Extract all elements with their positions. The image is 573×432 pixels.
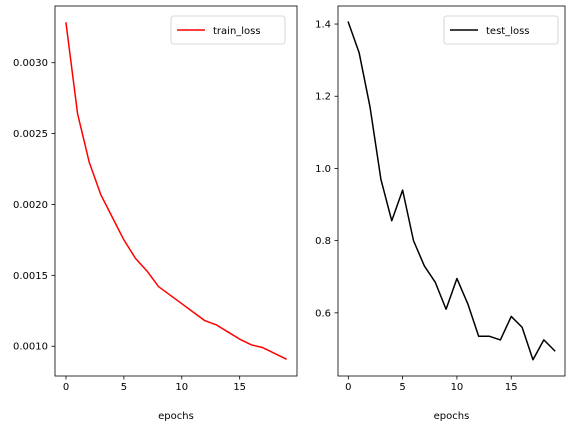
chart-1-x-tick-label: 15	[505, 382, 518, 393]
chart-0-x-tick-label: 15	[233, 382, 246, 393]
chart-0-x-tick-label: 5	[121, 382, 127, 393]
chart-0-y-tick-label: 0.0030	[13, 58, 48, 69]
chart-1-y-tick-label: 1.4	[315, 20, 331, 31]
chart-0-legend-box	[170, 15, 286, 45]
chart-0-y-tick-label: 0.0010	[13, 342, 48, 353]
chart-1-axes-frame	[337, 5, 566, 377]
chart-1-series-line-0	[347, 21, 556, 361]
chart-1-y-tick-label: 0.8	[315, 236, 331, 247]
chart-0-y-tick-label: 0.0025	[13, 129, 48, 140]
chart-0-legend: train_loss	[170, 15, 286, 45]
chart-1-x-tick-label: 10	[451, 382, 464, 393]
train-loss-panel: 0 5 10 15 0.0010 0.0015 0.0020 0.0025 0.0030 epoc…	[13, 5, 298, 422]
chart-1-x-tick-label: 5	[399, 382, 405, 393]
chart-1-y-tick-label: 0.6	[315, 308, 331, 319]
chart-1-plot-area	[338, 6, 565, 376]
test-loss-panel: 0 5 10 15 0.6 0.8 1.0 1.2 1.4 epochs test_loss	[315, 5, 566, 422]
chart-1-legend-box	[443, 15, 559, 45]
chart-0-x-tick-label: 0	[63, 382, 69, 393]
chart-1-legend-label: test_loss	[486, 26, 530, 37]
chart-1-x-tick-label: 0	[345, 382, 351, 393]
chart-0-x-axis-label: epochs	[158, 411, 194, 422]
chart-0-legend-label: train_loss	[213, 26, 261, 37]
chart-0-series-line-0	[65, 22, 288, 360]
chart-1-y-tick-label: 1.0	[315, 164, 331, 175]
chart-1-x-axis-label: epochs	[434, 411, 470, 422]
chart-0-y-tick-label: 0.0020	[13, 200, 48, 211]
chart-1-legend: test_loss	[443, 15, 559, 45]
chart-0-axes-frame	[54, 5, 298, 377]
chart-0-plot-area	[55, 6, 297, 376]
chart-0-y-tick-label: 0.0015	[13, 271, 48, 282]
chart-0-x-tick-label: 10	[175, 382, 188, 393]
chart-1-y-tick-label: 1.2	[315, 92, 331, 103]
